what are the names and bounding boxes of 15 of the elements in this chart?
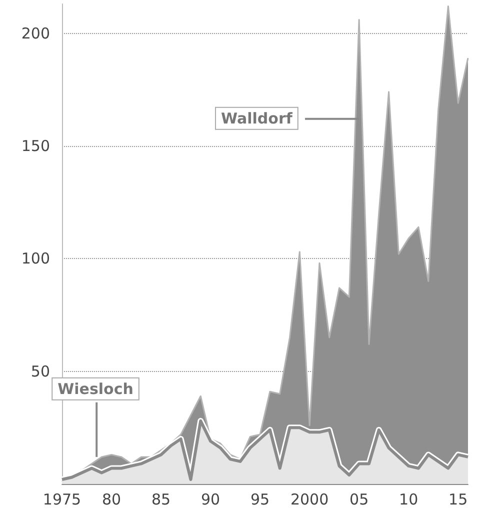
- x-tick-label: 15: [448, 490, 468, 508]
- text: Wiesloch: [58, 380, 134, 398]
- legend-label: Walldorf: [221, 109, 293, 128]
- x-tick-label: 10: [399, 490, 418, 508]
- x-tick-label: 80: [102, 490, 122, 508]
- x-tick-label: 95: [250, 490, 270, 508]
- x-tick-label: 90: [200, 490, 220, 508]
- x-tick-label: 1975: [42, 490, 82, 508]
- x-tick-label: 85: [151, 490, 171, 508]
- y-tick-label: 100: [21, 250, 50, 268]
- y-tick-label: 50: [30, 362, 50, 380]
- x-tick-label: 05: [350, 490, 369, 508]
- y-tick-label: 150: [21, 136, 50, 155]
- y-tick-label: 200: [21, 24, 50, 42]
- x-tick-label: 2000: [290, 490, 329, 508]
